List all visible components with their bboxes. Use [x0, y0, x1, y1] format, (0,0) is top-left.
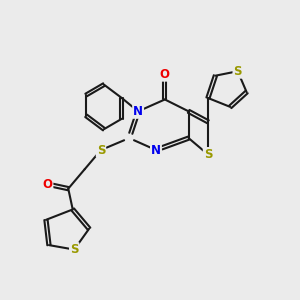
Text: N: N [133, 105, 143, 118]
Text: O: O [160, 68, 170, 81]
Text: N: N [151, 143, 161, 157]
Text: O: O [43, 178, 52, 191]
Text: S: S [70, 243, 79, 256]
Text: S: S [233, 65, 242, 78]
Text: S: S [97, 143, 105, 157]
Text: S: S [204, 148, 212, 161]
